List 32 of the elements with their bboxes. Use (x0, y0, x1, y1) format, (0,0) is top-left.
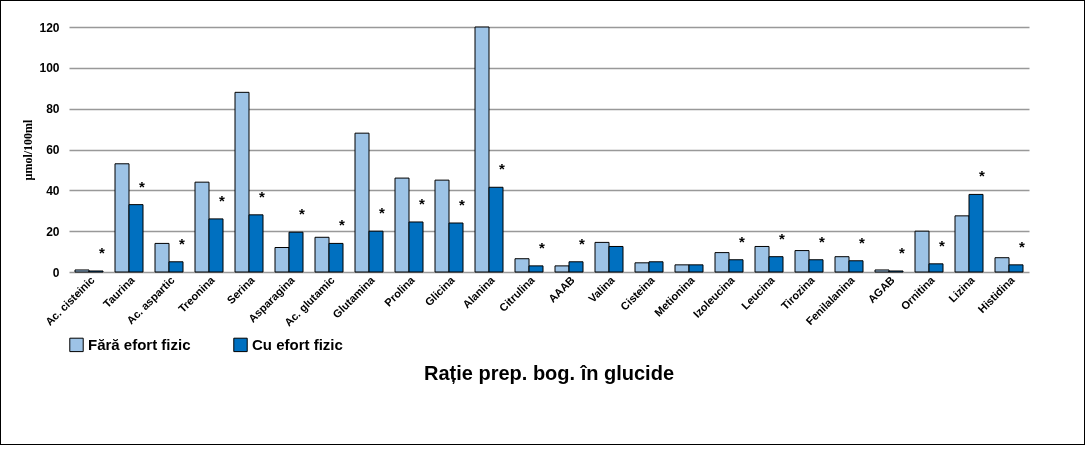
annotation: * (99, 243, 106, 261)
annotation: * (259, 187, 266, 205)
annotation: * (379, 204, 386, 222)
legend-label: Cu efort fizic (252, 335, 343, 353)
annotation: * (219, 191, 226, 209)
annotation: * (499, 160, 506, 178)
annotation: * (819, 232, 826, 250)
y-tick-label: 120 (39, 20, 60, 35)
annotation: * (539, 238, 546, 256)
annotation: * (419, 194, 426, 212)
text: Rație prep. bog. în glucide (423, 362, 675, 384)
y-tick-label: 0 (52, 265, 60, 280)
annotation: * (339, 216, 346, 234)
annotation: * (139, 177, 146, 195)
annotation: * (899, 243, 906, 261)
y-tick-label: 40 (46, 183, 60, 198)
annotation: * (179, 234, 186, 252)
annotation: * (939, 236, 946, 254)
y-axis-title: µmol/100ml (21, 118, 36, 181)
legend-label: Fără efort fizic (88, 335, 191, 353)
annotation: * (859, 233, 866, 251)
y-tick-label: 60 (46, 143, 60, 157)
y-tick-label: 20 (46, 224, 60, 239)
annotation: * (459, 196, 466, 213)
y-tick-label: 100 (39, 61, 60, 76)
annotation: * (579, 234, 586, 252)
annotation: * (1019, 237, 1026, 255)
y-tick-label: 80 (46, 102, 60, 117)
annotation: * (979, 167, 986, 185)
annotation: * (299, 205, 306, 223)
annotation: * (739, 232, 746, 250)
annotation: * (779, 229, 786, 247)
